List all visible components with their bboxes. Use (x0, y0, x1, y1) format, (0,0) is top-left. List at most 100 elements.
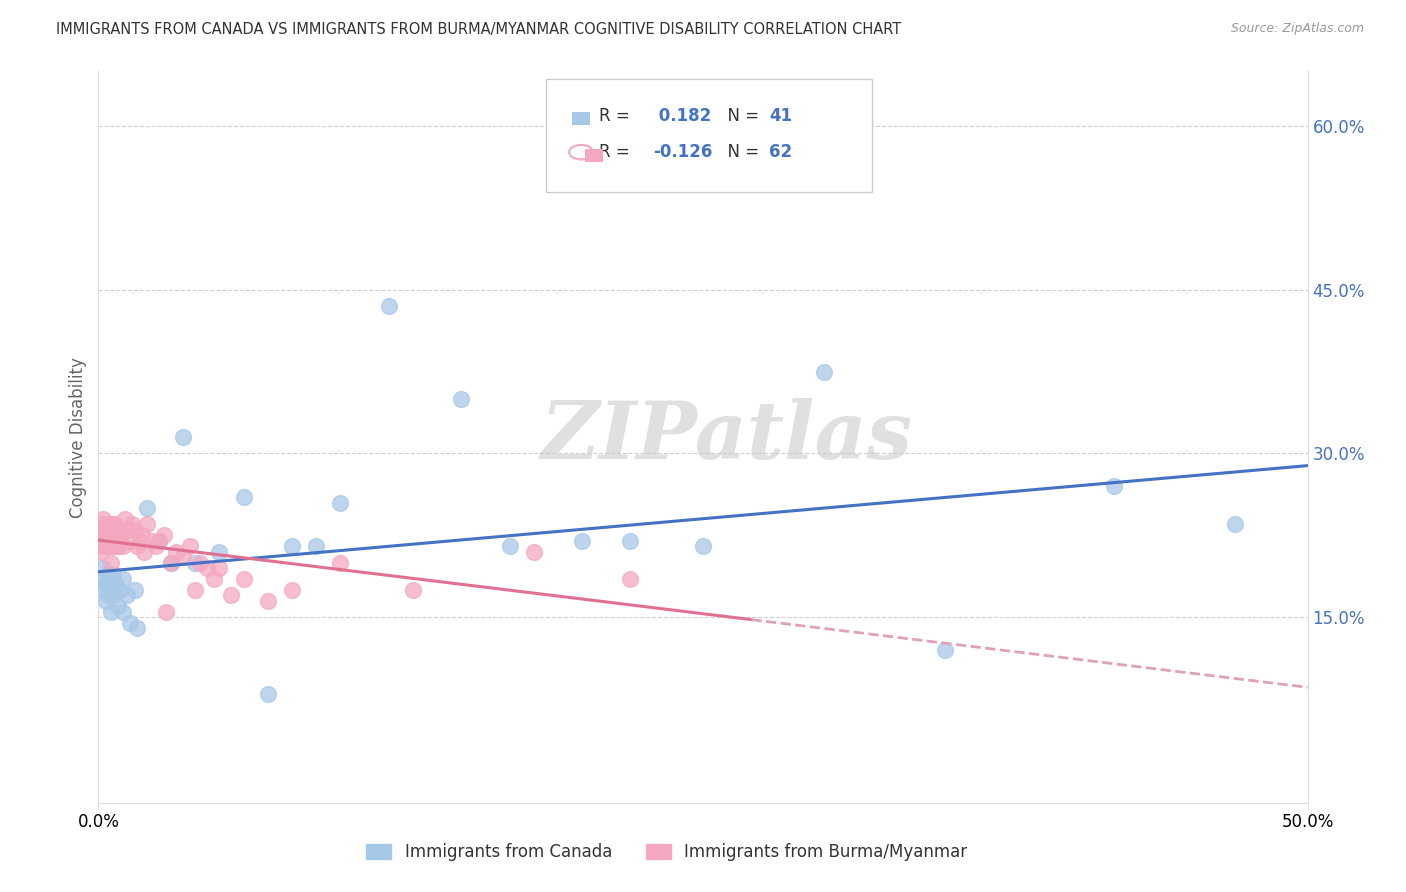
FancyBboxPatch shape (546, 78, 872, 192)
Point (118, 615, 141, 630)
Point (204, 572, 226, 586)
Point (118, 533, 141, 548)
Point (305, 539, 328, 553)
Point (134, 545, 156, 559)
Point (94, 539, 117, 553)
Point (101, 517, 124, 532)
Point (94, 533, 117, 548)
Text: R =: R = (599, 107, 636, 125)
Point (100, 605, 122, 619)
Point (107, 539, 129, 553)
Text: R =: R = (599, 144, 636, 161)
Point (131, 528, 153, 542)
Point (108, 533, 131, 548)
Point (90, 545, 112, 559)
Point (450, 392, 472, 406)
Point (104, 517, 127, 532)
Text: IMMIGRANTS FROM CANADA VS IMMIGRANTS FROM BURMA/MYANMAR COGNITIVE DISABILITY COR: IMMIGRANTS FROM CANADA VS IMMIGRANTS FRO… (56, 22, 901, 37)
Point (692, 539, 714, 553)
Point (97, 539, 120, 553)
Point (91, 523, 114, 537)
Point (155, 605, 177, 619)
Point (97, 517, 120, 532)
Point (571, 533, 593, 548)
Point (90, 528, 112, 542)
Point (127, 539, 149, 553)
Point (377, 299, 399, 313)
Point (114, 512, 136, 526)
Point (90, 533, 112, 548)
FancyBboxPatch shape (585, 149, 603, 162)
Point (172, 550, 194, 565)
Point (100, 517, 122, 532)
Point (232, 572, 254, 586)
Point (94, 577, 117, 591)
Point (111, 572, 134, 586)
Point (934, 643, 956, 657)
Point (329, 495, 352, 509)
Point (1102, 479, 1125, 493)
Point (100, 556, 122, 570)
Point (184, 556, 207, 570)
Text: Source: ZipAtlas.com: Source: ZipAtlas.com (1230, 22, 1364, 36)
Point (165, 545, 187, 559)
Point (128, 533, 150, 548)
Point (111, 605, 134, 619)
Point (329, 556, 352, 570)
Point (101, 539, 124, 553)
Text: N =: N = (717, 107, 763, 125)
Point (160, 556, 183, 570)
Point (256, 687, 278, 701)
Point (97, 588, 120, 602)
Point (179, 539, 201, 553)
Point (172, 430, 194, 444)
Point (208, 545, 231, 559)
Point (619, 572, 641, 586)
Text: N =: N = (717, 144, 763, 161)
Point (100, 577, 122, 591)
Point (127, 621, 149, 635)
Point (117, 588, 139, 602)
Point (100, 533, 122, 548)
Point (104, 539, 127, 553)
Point (91, 533, 114, 548)
Point (108, 523, 131, 537)
Point (107, 599, 129, 614)
Point (148, 533, 170, 548)
Point (208, 561, 231, 575)
Point (1223, 517, 1246, 532)
Point (91, 512, 114, 526)
Point (124, 523, 146, 537)
Point (101, 528, 124, 542)
Point (101, 566, 124, 581)
Point (232, 490, 254, 504)
Point (135, 517, 157, 532)
Point (152, 528, 174, 542)
Point (188, 556, 211, 570)
Point (184, 582, 207, 597)
Y-axis label: Cognitive Disability: Cognitive Disability (69, 357, 87, 517)
Point (101, 588, 124, 602)
Point (97, 528, 120, 542)
Point (91, 582, 114, 597)
Point (281, 539, 304, 553)
Point (117, 523, 139, 537)
Point (107, 533, 129, 548)
Point (104, 577, 127, 591)
Point (94, 594, 117, 608)
Point (91, 561, 114, 575)
Text: 41: 41 (769, 107, 792, 125)
Point (160, 556, 183, 570)
Point (135, 501, 157, 516)
Point (107, 539, 129, 553)
Text: -0.126: -0.126 (652, 144, 711, 161)
Point (124, 582, 146, 597)
FancyBboxPatch shape (572, 112, 591, 126)
Point (281, 582, 304, 597)
Point (111, 539, 134, 553)
Point (221, 588, 243, 602)
Text: 0.182: 0.182 (652, 107, 711, 125)
Point (141, 533, 163, 548)
Point (523, 545, 546, 559)
Point (97, 566, 120, 581)
